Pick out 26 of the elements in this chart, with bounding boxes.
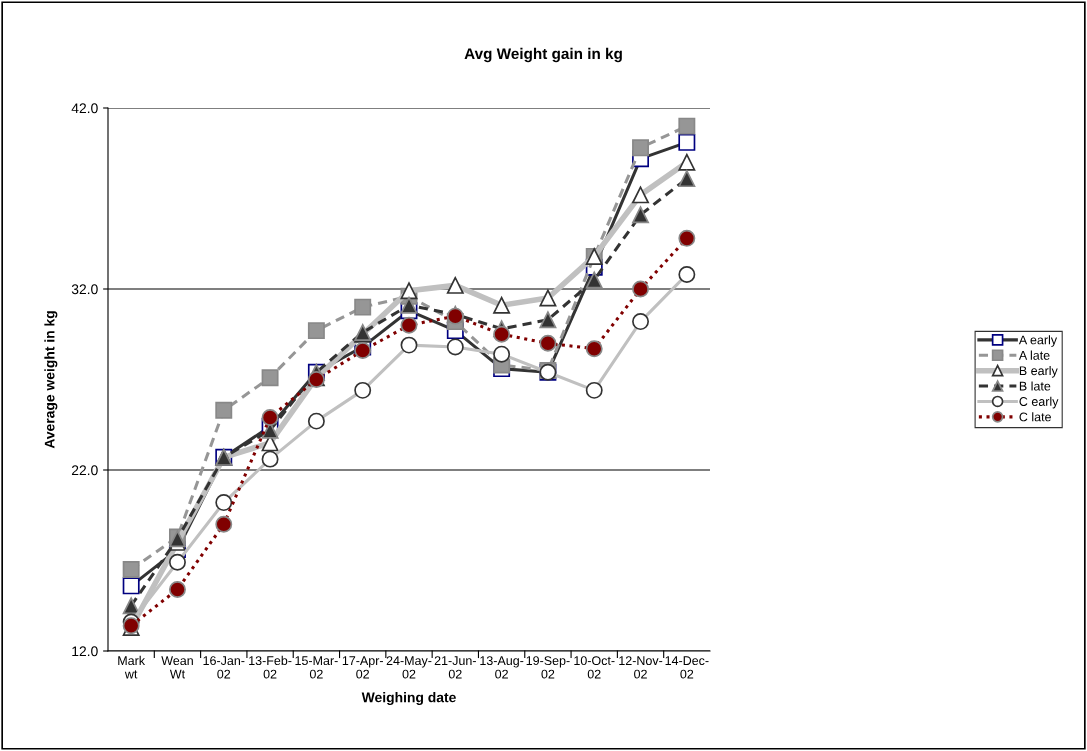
legend-label: B early: [1019, 365, 1058, 378]
x-tick-label: 10-Oct-02: [574, 656, 615, 679]
x-tick-label: 17-Apr-02: [342, 656, 383, 679]
x-tick-label: 13-Feb-02: [249, 655, 292, 679]
x-tick-label: 24-May-02: [386, 656, 432, 679]
y-tick-label: 42.0: [71, 103, 98, 114]
x-tick-label: 21-Jun-02: [434, 656, 476, 679]
y-tick-label: 12.0: [72, 646, 98, 657]
legend-label: C early: [1019, 396, 1059, 409]
x-tick-label: 13-Aug-02: [480, 656, 524, 679]
y-tick-label: 32.0: [71, 284, 98, 295]
chart-title: Avg Weight gain in kg: [464, 47, 622, 63]
legend-label: C late: [1019, 412, 1051, 422]
x-tick-label: 15-Mar-02: [295, 656, 338, 679]
x-tick-label: 19-Sep-02: [526, 656, 570, 679]
legend-label: B late: [1019, 381, 1051, 391]
x-tick-label: 14-Dec-02: [665, 656, 709, 679]
x-axis-title: Weighing date: [361, 692, 456, 706]
x-tick-label: Mark wt: [118, 655, 146, 679]
legend-label: A early: [1018, 335, 1058, 347]
x-tick-label: 12-Nov-02: [619, 656, 663, 679]
legend-label: A late: [1018, 350, 1050, 360]
y-tick-label: 22.0: [71, 465, 98, 476]
y-axis-title: Average weight in kg: [44, 311, 58, 449]
x-tick-label: 16-Jan-02: [203, 656, 245, 679]
x-tick-label: Wean Wt: [161, 656, 193, 679]
